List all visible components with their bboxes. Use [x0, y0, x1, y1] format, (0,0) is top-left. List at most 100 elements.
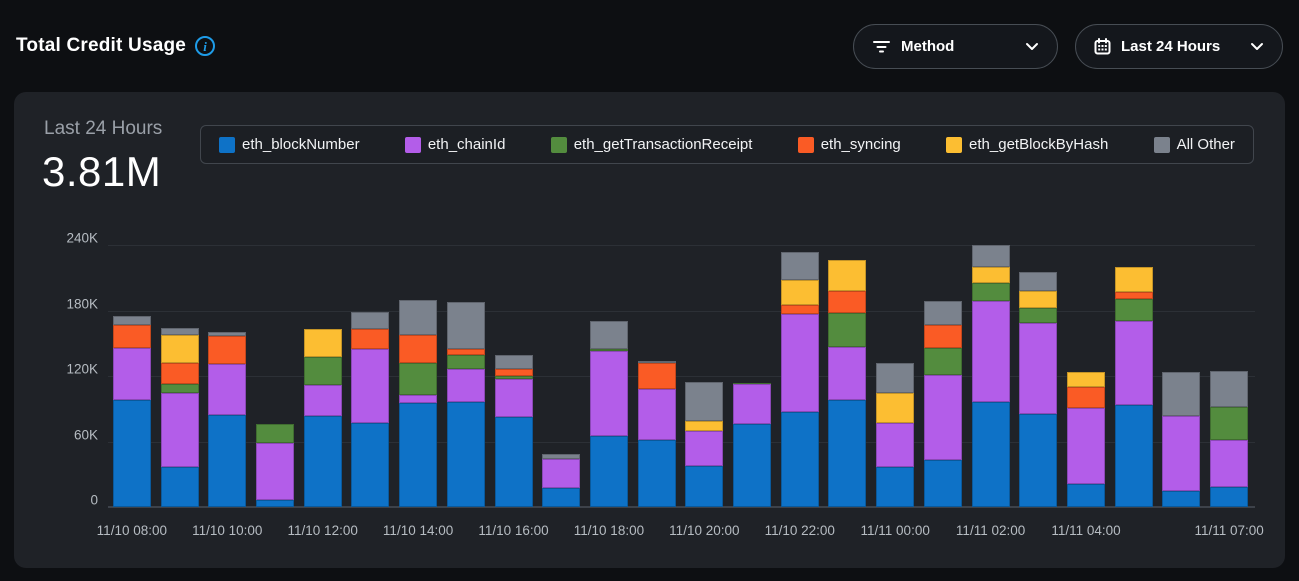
- bar-segment-eth_blockNumber[interactable]: [160, 466, 199, 507]
- bar-segment-eth_getBlockByHash[interactable]: [303, 329, 342, 358]
- bar-segment-eth_getTransactionReceipt[interactable]: [303, 357, 342, 385]
- bar-segment-eth_chainId[interactable]: [399, 394, 438, 404]
- bar-segment-eth_chainId[interactable]: [828, 346, 867, 401]
- bar-11/10 15:00[interactable]: [446, 301, 485, 507]
- bar-segment-eth_blockNumber[interactable]: [542, 488, 581, 507]
- time-range-dropdown[interactable]: Last 24 Hours: [1075, 23, 1283, 69]
- bar-segment-eth_getTransactionReceipt[interactable]: [160, 383, 199, 394]
- bar-11/10 09:00[interactable]: [160, 328, 199, 507]
- bar-11/10 12:00[interactable]: [303, 329, 342, 507]
- bar-segment-eth_blockNumber[interactable]: [112, 400, 151, 507]
- bar-segment-All Other[interactable]: [923, 300, 962, 325]
- bar-segment-eth_blockNumber[interactable]: [1162, 490, 1201, 507]
- bar-segment-eth_getTransactionReceipt[interactable]: [733, 382, 772, 384]
- bar-segment-eth_blockNumber[interactable]: [971, 402, 1010, 507]
- bar-segment-eth_getTransactionReceipt[interactable]: [828, 312, 867, 347]
- bar-segment-All Other[interactable]: [112, 316, 151, 325]
- bar-11/10 16:00[interactable]: [494, 355, 533, 507]
- bar-segment-eth_chainId[interactable]: [923, 374, 962, 461]
- bar-segment-eth_syncing[interactable]: [494, 369, 533, 377]
- bar-segment-eth_blockNumber[interactable]: [828, 400, 867, 507]
- bar-segment-eth_blockNumber[interactable]: [255, 500, 294, 507]
- bar-segment-eth_getBlockByHash[interactable]: [160, 334, 199, 363]
- bar-segment-All Other[interactable]: [1162, 371, 1201, 417]
- legend-item-eth_getBlockByHash[interactable]: eth_getBlockByHash: [946, 136, 1108, 153]
- bar-segment-eth_getTransactionReceipt[interactable]: [589, 348, 628, 351]
- bar-11/10 23:00[interactable]: [828, 260, 867, 507]
- bar-segment-eth_chainId[interactable]: [351, 348, 390, 423]
- bar-11/10 20:00[interactable]: [685, 381, 724, 507]
- bar-segment-eth_blockNumber[interactable]: [733, 424, 772, 507]
- bar-segment-All Other[interactable]: [208, 332, 247, 336]
- bar-segment-eth_getBlockByHash[interactable]: [1067, 371, 1106, 387]
- bar-11/11 00:00[interactable]: [876, 362, 915, 507]
- bar-segment-All Other[interactable]: [780, 251, 819, 280]
- bar-segment-eth_syncing[interactable]: [446, 348, 485, 356]
- bar-segment-eth_syncing[interactable]: [1067, 386, 1106, 408]
- bar-segment-eth_getBlockByHash[interactable]: [828, 260, 867, 291]
- bar-segment-eth_blockNumber[interactable]: [494, 417, 533, 507]
- bar-segment-All Other[interactable]: [351, 311, 390, 330]
- bar-segment-eth_blockNumber[interactable]: [208, 415, 247, 507]
- bar-segment-eth_blockNumber[interactable]: [637, 440, 676, 507]
- bar-11/10 11:00[interactable]: [255, 424, 294, 507]
- bar-segment-eth_chainId[interactable]: [1114, 321, 1153, 406]
- bar-segment-All Other[interactable]: [876, 362, 915, 394]
- bar-11/10 13:00[interactable]: [351, 311, 390, 507]
- bar-11/10 18:00[interactable]: [589, 321, 628, 507]
- bar-segment-eth_blockNumber[interactable]: [1210, 487, 1249, 507]
- bar-segment-eth_chainId[interactable]: [1019, 322, 1058, 415]
- bar-segment-eth_chainId[interactable]: [685, 430, 724, 466]
- bar-segment-eth_blockNumber[interactable]: [685, 465, 724, 507]
- bar-segment-eth_chainId[interactable]: [1210, 440, 1249, 488]
- bar-segment-eth_getBlockByHash[interactable]: [971, 266, 1010, 284]
- bar-segment-eth_getTransactionReceipt[interactable]: [1019, 308, 1058, 323]
- bar-segment-eth_chainId[interactable]: [112, 347, 151, 401]
- bar-segment-eth_syncing[interactable]: [160, 362, 199, 384]
- info-icon[interactable]: i: [195, 36, 216, 56]
- bar-segment-eth_chainId[interactable]: [876, 422, 915, 467]
- bar-segment-eth_getTransactionReceipt[interactable]: [399, 362, 438, 395]
- legend-item-eth_blockNumber[interactable]: eth_blockNumber: [219, 136, 360, 153]
- bar-segment-eth_chainId[interactable]: [160, 393, 199, 467]
- bar-segment-eth_blockNumber[interactable]: [399, 403, 438, 507]
- bar-segment-eth_getBlockByHash[interactable]: [1019, 290, 1058, 309]
- bar-segment-All Other[interactable]: [589, 321, 628, 349]
- bar-segment-eth_blockNumber[interactable]: [1067, 484, 1106, 507]
- bar-segment-eth_blockNumber[interactable]: [1019, 414, 1058, 507]
- bar-segment-eth_chainId[interactable]: [589, 350, 628, 437]
- bar-11/10 08:00[interactable]: [112, 316, 151, 507]
- bar-segment-eth_syncing[interactable]: [923, 324, 962, 348]
- bar-segment-eth_getTransactionReceipt[interactable]: [494, 376, 533, 380]
- bar-segment-eth_blockNumber[interactable]: [589, 436, 628, 507]
- bar-segment-eth_chainId[interactable]: [446, 369, 485, 403]
- bar-11/11 06:00[interactable]: [1162, 371, 1201, 507]
- bar-segment-eth_blockNumber[interactable]: [446, 402, 485, 507]
- bar-segment-All Other[interactable]: [446, 301, 485, 349]
- bar-11/11 05:00[interactable]: [1114, 266, 1153, 507]
- bar-11/10 17:00[interactable]: [542, 453, 581, 507]
- bar-segment-eth_syncing[interactable]: [1114, 291, 1153, 299]
- bar-segment-All Other[interactable]: [971, 245, 1010, 267]
- bar-segment-eth_chainId[interactable]: [494, 379, 533, 418]
- bar-11/11 04:00[interactable]: [1067, 371, 1106, 507]
- bar-segment-eth_syncing[interactable]: [399, 334, 438, 363]
- bar-segment-eth_chainId[interactable]: [1067, 407, 1106, 485]
- bar-segment-eth_syncing[interactable]: [637, 362, 676, 390]
- bar-segment-All Other[interactable]: [542, 453, 581, 459]
- bar-11/10 14:00[interactable]: [399, 299, 438, 507]
- bar-segment-eth_syncing[interactable]: [351, 329, 390, 349]
- bar-segment-All Other[interactable]: [494, 355, 533, 370]
- bar-segment-All Other[interactable]: [160, 328, 199, 335]
- bar-11/11 07:00[interactable]: [1210, 370, 1249, 507]
- bar-segment-eth_blockNumber[interactable]: [1114, 405, 1153, 507]
- bar-segment-eth_getTransactionReceipt[interactable]: [1210, 406, 1249, 441]
- method-filter-dropdown[interactable]: Method: [853, 23, 1058, 69]
- bar-11/11 01:00[interactable]: [923, 300, 962, 507]
- bar-segment-eth_chainId[interactable]: [971, 300, 1010, 403]
- bar-segment-eth_blockNumber[interactable]: [923, 460, 962, 507]
- bar-segment-eth_chainId[interactable]: [780, 313, 819, 413]
- bar-segment-eth_syncing[interactable]: [112, 324, 151, 348]
- bar-segment-All Other[interactable]: [1210, 370, 1249, 407]
- bar-segment-eth_chainId[interactable]: [637, 389, 676, 441]
